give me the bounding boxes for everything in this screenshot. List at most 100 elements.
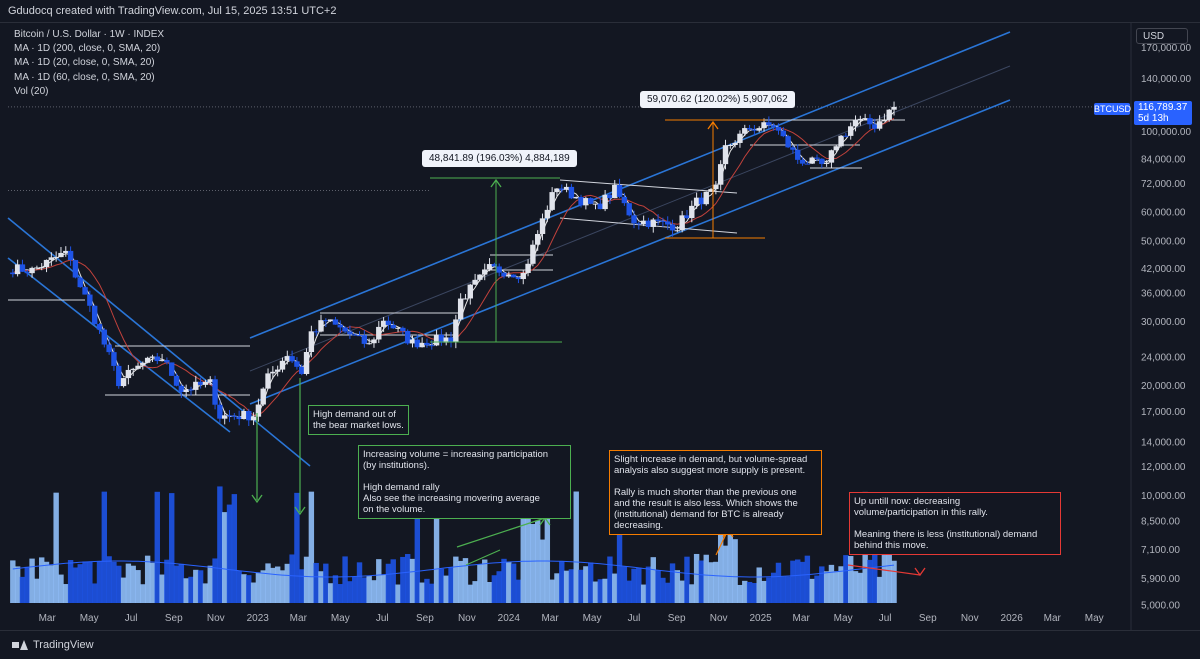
legend-ma-20[interactable]: MA · 1D (20, close, 0, SMA, 20): [14, 57, 155, 69]
volume-bar: [376, 559, 382, 603]
volume-bar: [804, 555, 811, 603]
y-tick-label: 7,100.00: [1141, 545, 1180, 556]
volume-bar: [660, 577, 666, 603]
candle-body: [881, 119, 888, 122]
candle-body: [650, 219, 656, 227]
x-tick-label: Jul: [125, 613, 138, 624]
volume-bar: [679, 580, 685, 603]
candle-body: [751, 129, 758, 131]
candle-body: [342, 327, 348, 332]
candle-body: [568, 186, 575, 199]
volume-bar: [607, 556, 613, 603]
volume-bar: [53, 492, 59, 603]
x-tick-label: Mar: [793, 613, 811, 624]
candle-body: [679, 215, 685, 231]
y-tick-label: 140,000.00: [1141, 74, 1191, 85]
candle-body: [640, 220, 647, 225]
volume-bar: [260, 570, 266, 603]
tradingview-logo[interactable]: TradingView: [12, 639, 94, 651]
candle-body: [323, 320, 329, 322]
note-supply[interactable]: Slight increase in demand, but volume-sp…: [609, 450, 822, 535]
note-line: and the result is also less. Which shows…: [614, 498, 798, 509]
candle-body: [534, 233, 541, 245]
legend-symbol[interactable]: Bitcoin / U.S. Dollar · 1W · INDEX: [14, 29, 165, 40]
volume-bar: [19, 576, 26, 603]
volume-bar: [347, 581, 353, 603]
volume-bar: [183, 578, 189, 603]
candle-body: [462, 298, 469, 300]
note-high-demand[interactable]: High demand out of the bear market lows.: [308, 405, 409, 435]
candle-body: [852, 120, 859, 127]
volume-bar: [400, 556, 406, 603]
candle-body: [313, 331, 319, 333]
volume-bar: [221, 512, 228, 603]
x-tick-label: 2025: [749, 613, 772, 624]
candle-body: [708, 189, 714, 192]
candle-body: [255, 404, 262, 417]
candle-body: [799, 159, 806, 164]
volume-bar: [515, 579, 522, 603]
x-tick-label: May: [1085, 613, 1104, 624]
candle-body: [655, 219, 661, 221]
volume-bar: [116, 565, 122, 603]
candle-body: [737, 133, 743, 143]
volume-bar: [82, 561, 88, 603]
volume-bar: [631, 568, 637, 603]
candle-body: [265, 373, 271, 389]
tradingview-icon: [12, 640, 28, 650]
candle-body: [29, 267, 35, 274]
legend-volume[interactable]: Vol (20): [14, 85, 49, 97]
note-volume[interactable]: Increasing volume = increasing participa…: [358, 445, 571, 519]
candle-body: [221, 415, 228, 419]
candle-body: [318, 320, 324, 332]
candle-body: [636, 223, 642, 225]
candle-body: [607, 194, 613, 199]
candle-body: [164, 360, 170, 363]
volume-bar: [188, 576, 194, 603]
volume-bar: [592, 581, 599, 603]
time-axis: Mar May Jul Sep Nov 2023 Mar May Jul Sep Nov 2024 Ma…: [39, 613, 1104, 624]
candle-body: [857, 118, 864, 121]
x-tick-label: May: [80, 613, 99, 624]
volume-bar: [101, 491, 108, 603]
volume-bar: [482, 559, 488, 603]
candle-body: [756, 128, 762, 131]
currency-button[interactable]: USD: [1136, 28, 1188, 44]
x-tick-label: Nov: [961, 613, 979, 624]
note-decreasing[interactable]: Up untill now: decreasing volume/partici…: [849, 492, 1061, 555]
volume-bar: [766, 577, 772, 603]
candle-body: [284, 356, 290, 361]
candle-body: [120, 378, 127, 387]
candle-body: [717, 164, 724, 185]
candle-body: [727, 145, 734, 147]
candle-body: [429, 345, 435, 347]
candle-body: [886, 109, 892, 120]
legend-ma-200[interactable]: MA · 1D (200, close, 0, SMA, 20): [14, 43, 161, 55]
candle-body: [544, 209, 551, 219]
volume-bar: [371, 580, 377, 603]
volume-bar: [34, 578, 40, 603]
legend-ma-60[interactable]: MA · 1D (60, close, 0, SMA, 20): [14, 71, 155, 83]
candle-body: [53, 257, 59, 259]
x-tick-label: Sep: [668, 613, 686, 624]
volume-bar: [246, 575, 252, 603]
volume-bar: [655, 570, 661, 603]
candle-body: [173, 375, 180, 386]
volume-bar: [674, 570, 681, 603]
note-line: [854, 518, 1056, 529]
candle-body: [876, 121, 883, 129]
candle-body: [795, 149, 801, 160]
volume-bar: [684, 556, 690, 603]
candle-body: [327, 319, 334, 322]
volume-bar: [265, 563, 271, 603]
candle-body: [477, 274, 483, 280]
volume-bar: [477, 564, 483, 603]
volume-bar: [616, 491, 623, 603]
measure-label-first[interactable]: 48,841.89 (196.03%) 4,884,189: [422, 150, 577, 167]
candle-body: [510, 274, 517, 278]
candle-body: [72, 260, 79, 278]
volume-bar: [424, 578, 430, 603]
measure-label-second[interactable]: 59,070.62 (120.02%) 5,907,062: [640, 91, 795, 108]
candle-body: [819, 158, 825, 164]
volume-bar: [144, 555, 151, 603]
